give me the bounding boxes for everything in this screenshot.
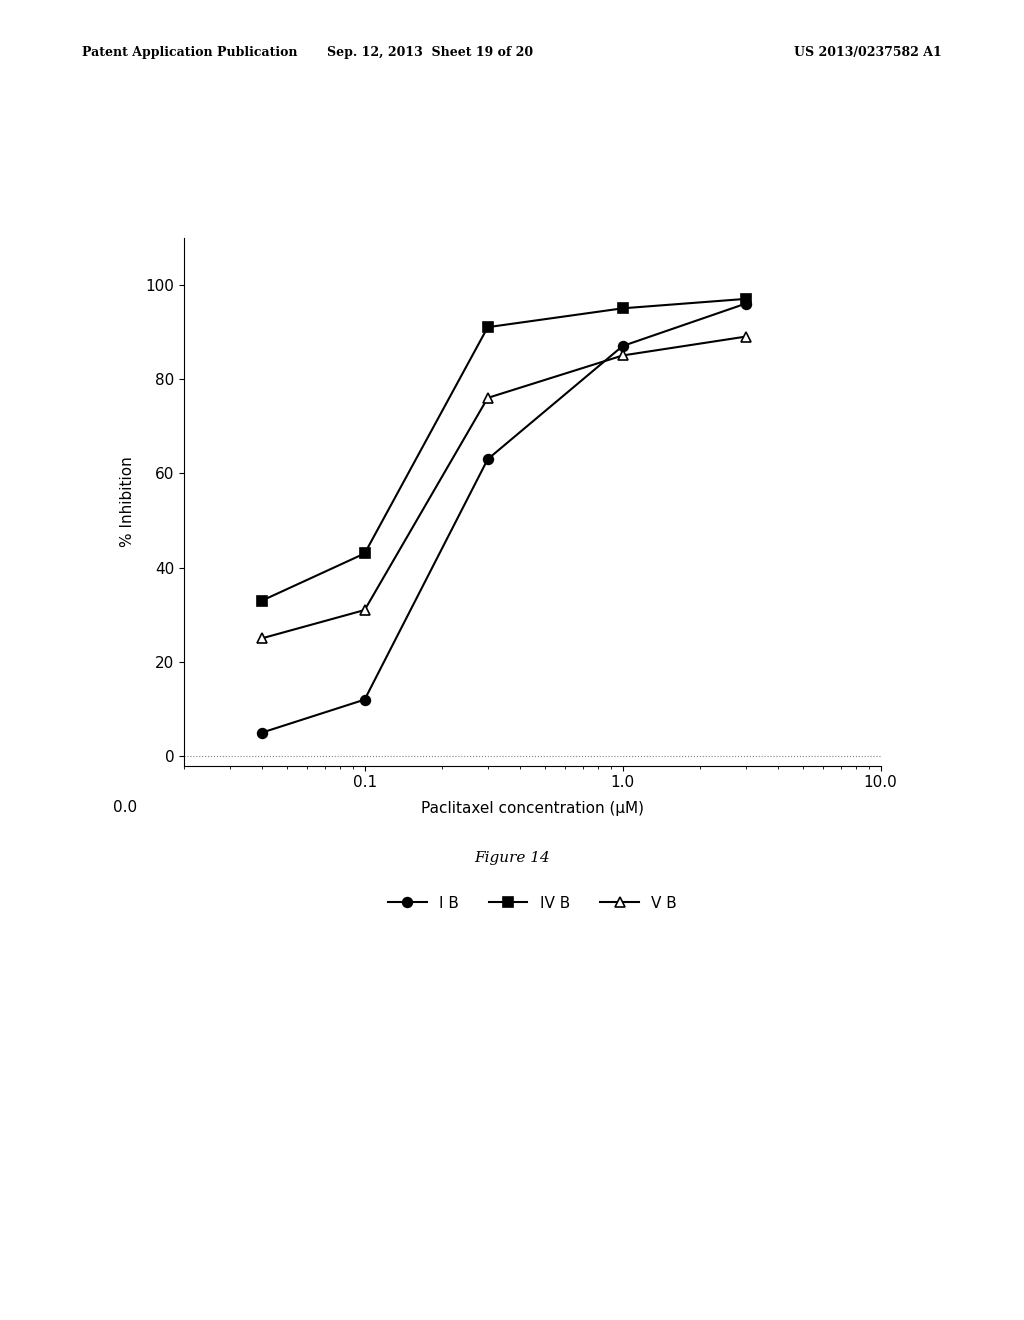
I B [739, 296, 752, 312]
X-axis label: Paclitaxel concentration (μM): Paclitaxel concentration (μM) [421, 801, 644, 817]
V B [358, 602, 371, 618]
I B [256, 725, 268, 741]
V B [256, 631, 268, 647]
V B [739, 329, 752, 345]
Line: I B: I B [257, 298, 751, 738]
I B [358, 692, 371, 708]
IV B [616, 301, 629, 317]
I B [616, 338, 629, 354]
Y-axis label: % Inhibition: % Inhibition [120, 457, 134, 546]
Text: 0.0: 0.0 [113, 800, 137, 814]
Legend: I B, IV B, V B: I B, IV B, V B [382, 890, 683, 916]
Text: Sep. 12, 2013  Sheet 19 of 20: Sep. 12, 2013 Sheet 19 of 20 [327, 46, 534, 59]
V B [616, 347, 629, 363]
IV B [481, 319, 494, 335]
Line: V B: V B [257, 331, 751, 643]
Text: Figure 14: Figure 14 [474, 851, 550, 866]
IV B [256, 593, 268, 609]
Text: Patent Application Publication: Patent Application Publication [82, 46, 297, 59]
IV B [358, 545, 371, 561]
V B [481, 389, 494, 405]
Text: US 2013/0237582 A1: US 2013/0237582 A1 [795, 46, 942, 59]
Line: IV B: IV B [257, 294, 751, 606]
IV B [739, 290, 752, 306]
I B [481, 451, 494, 467]
